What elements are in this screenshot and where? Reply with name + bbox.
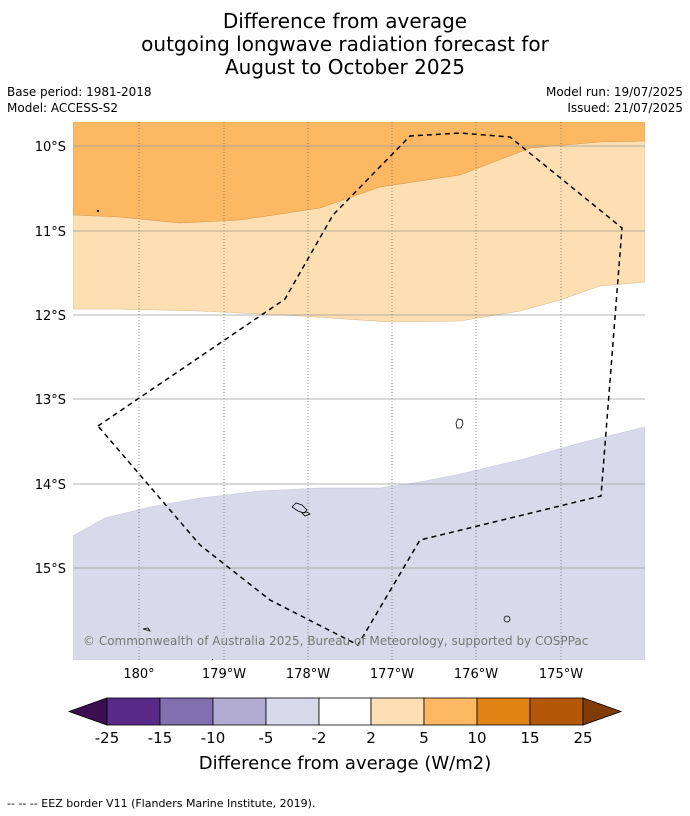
island-wallis [291,502,308,514]
colorbar-title: Difference from average (W/m2) [198,753,492,774]
eez-border [96,132,623,646]
colorbar [67,697,623,726]
colorbar-bin-minus2-2 [318,697,372,726]
colorbar-tick-labels: -25 -15 -10 -5 -2 2 5 10 15 25 [95,729,593,747]
island-niuafoou [503,615,511,623]
issued-label: Issued: 21/07/2025 [567,101,683,115]
lon-label-176w: 176°W [454,667,498,682]
island-wallis-islet [301,511,311,517]
colorbar-extend-low [67,697,108,726]
island-swains [455,418,464,429]
colorbar-bin-5-10 [423,697,478,726]
colorbar-tick-minus5: -5 [259,729,274,747]
colorbar-bin-minus15-minus10 [159,697,214,726]
eez-footnote: -- -- -- EEZ border V11 (Flanders Marine… [7,797,316,810]
lat-label-13s: 13°S [35,393,66,408]
colorbar-bin-15-25 [529,697,584,726]
latitude-axis-labels: 10°S 11°S 12°S 13°S 14°S 15°S [35,140,66,577]
islet-marker [96,209,100,213]
latitude-gridlines [73,145,645,569]
colorbar-tick-25: 25 [573,729,592,747]
longitude-axis-labels: 180° 179°W 178°W 177°W 176°W 175°W [123,667,583,682]
copyright-notice: © Commonwealth of Australia 2025, Bureau… [83,634,588,648]
colorbar-tick-minus25: -25 [95,729,120,747]
colorbar-tick-minus15: -15 [148,729,173,747]
lat-label-12s: 12°S [35,309,66,324]
islands [96,209,511,660]
lon-label-177w: 177°W [370,667,414,682]
lon-label-175w: 175°W [539,667,583,682]
colorbar-bin-2-5 [370,697,425,726]
base-period-label: Base period: 1981-2018 [7,85,152,99]
colorbar-tick-minus10: -10 [201,729,226,747]
anomaly-region-5-10 [73,122,645,224]
map-plot: © Commonwealth of Australia 2025, Bureau… [73,122,645,660]
colorbar-tick-10: 10 [467,729,486,747]
model-label: Model: ACCESS-S2 [7,101,119,115]
lat-label-15s: 15°S [35,562,66,577]
lat-label-14s: 14°S [35,478,66,493]
lat-label-11s: 11°S [35,225,66,240]
colorbar-bin-10-15 [476,697,531,726]
island-edge [211,658,214,660]
colorbar-tick-minus2: -2 [312,729,327,747]
anomaly-region-minus5-minus2 [73,426,645,660]
title-line-2: outgoing longwave radiation forecast for [141,32,549,56]
model-run-label: Model run: 19/07/2025 [545,85,683,99]
colorbar-tick-2: 2 [366,729,376,747]
title-line-3: August to October 2025 [224,55,466,79]
lon-label-180: 180° [123,667,154,682]
colorbar-bin-minus25-minus15 [106,697,161,726]
island-alofi [142,627,151,632]
colorbar-tick-15: 15 [520,729,539,747]
colorbar-tick-5: 5 [419,729,429,747]
lat-label-10s: 10°S [35,140,66,155]
title-line-1: Difference from average [222,9,468,33]
lon-label-179w: 179°W [202,667,246,682]
lon-label-178w: 178°W [286,667,330,682]
colorbar-bin-minus5-minus2 [265,697,320,726]
colorbar-bin-minus10-minus5 [212,697,267,726]
colorbar-extend-high [582,697,623,726]
